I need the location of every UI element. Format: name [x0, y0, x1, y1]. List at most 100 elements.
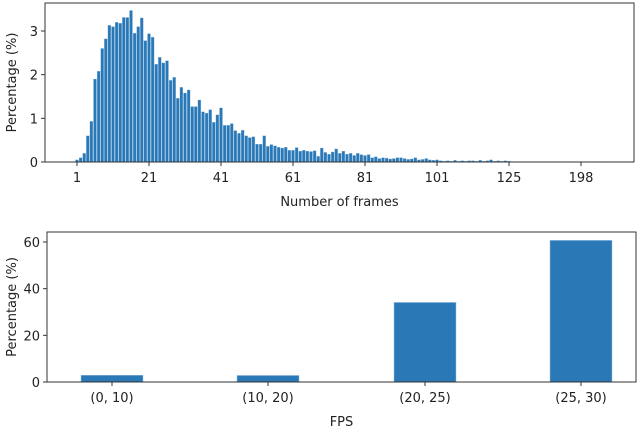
- histogram-bar: [155, 64, 158, 162]
- histogram-bar: [248, 138, 251, 162]
- histogram-bar: [256, 144, 259, 162]
- histogram-bar: [313, 151, 316, 162]
- histogram-bar: [90, 121, 93, 162]
- histogram-bar: [310, 152, 313, 162]
- histogram-bar: [220, 108, 223, 162]
- histogram-bar: [151, 37, 154, 162]
- histogram-bar: [349, 153, 352, 162]
- histogram-bar: [270, 145, 273, 162]
- x-tick-label: 1: [73, 171, 81, 186]
- histogram-bar: [284, 147, 287, 162]
- histogram-bar: [292, 150, 295, 162]
- x-tick-label: 61: [285, 171, 302, 186]
- histogram-bar: [86, 136, 89, 162]
- histogram-bar: [396, 158, 399, 162]
- histogram-bar: [259, 144, 262, 162]
- x-tick-label: (0, 10): [90, 391, 133, 406]
- histogram-bar: [144, 41, 147, 162]
- histogram-bar: [400, 158, 403, 162]
- histogram-bar: [122, 17, 125, 162]
- histogram-bar: [320, 148, 323, 162]
- histogram-bar: [382, 158, 385, 162]
- histogram-bar: [324, 152, 327, 162]
- histogram-bar: [274, 146, 277, 162]
- histogram-bar: [112, 27, 115, 162]
- y-tick-label: 60: [23, 236, 40, 251]
- histogram-bar: [263, 136, 266, 162]
- histogram-bar: [403, 159, 406, 162]
- histogram-bar: [176, 98, 179, 162]
- histogram-bar: [385, 158, 388, 162]
- fps-bar: [237, 375, 299, 382]
- histogram-bar: [194, 107, 197, 162]
- y-tick-label: 1: [30, 112, 38, 127]
- histogram-bar: [173, 77, 176, 162]
- histogram-bar: [302, 150, 305, 162]
- histogram-bar: [162, 63, 165, 162]
- histogram-bar: [137, 27, 140, 162]
- histogram-bar: [367, 155, 370, 162]
- histogram-bar: [180, 87, 183, 162]
- histogram-bar: [414, 158, 417, 162]
- x-tick-label: 198: [569, 171, 594, 186]
- histogram-bar: [140, 18, 143, 162]
- histogram-bar: [353, 155, 356, 162]
- x-tick-label: 21: [141, 171, 158, 186]
- histogram-bar: [101, 48, 104, 162]
- histogram-bar: [79, 158, 82, 162]
- histogram-bar: [119, 23, 122, 162]
- x-axis-label: Number of frames: [280, 195, 399, 210]
- histogram-bar: [342, 151, 345, 162]
- histogram-bar: [166, 61, 169, 162]
- histogram-bar: [209, 110, 212, 162]
- histogram-bar: [104, 39, 107, 162]
- y-tick-label: 0: [30, 156, 38, 171]
- x-tick-label: (20, 25): [399, 391, 451, 406]
- histogram-bar: [202, 112, 205, 162]
- histogram-bar: [241, 130, 244, 162]
- fps-bar: [81, 375, 143, 382]
- histogram-bar: [328, 154, 331, 162]
- y-tick-label: 0: [32, 376, 40, 391]
- histogram-bar: [346, 154, 349, 162]
- histogram-bar: [158, 57, 161, 162]
- y-tick-label: 3: [30, 25, 38, 40]
- histogram-bar: [148, 34, 151, 162]
- fps-bar: [550, 240, 612, 382]
- histogram-bar: [108, 25, 111, 162]
- histogram-bar: [97, 71, 100, 162]
- histogram-bar: [281, 148, 284, 162]
- histogram-bar: [198, 100, 201, 162]
- x-tick-label: 125: [497, 171, 522, 186]
- histogram-bar: [245, 136, 248, 162]
- histogram-bar: [335, 149, 338, 162]
- x-tick-label: (10, 20): [242, 391, 294, 406]
- histogram-bar: [227, 125, 230, 162]
- histogram-bar: [371, 158, 374, 162]
- histogram-bar: [216, 115, 219, 162]
- histogram-bar: [169, 80, 172, 162]
- histogram-bar: [306, 151, 309, 162]
- histogram-bar: [338, 153, 341, 162]
- x-axis-label: FPS: [330, 415, 354, 430]
- fps-bar: [394, 302, 456, 382]
- histogram-bar: [295, 148, 298, 162]
- histogram-bar: [223, 125, 226, 162]
- histogram-bar: [126, 17, 129, 162]
- histogram-bar: [230, 124, 233, 162]
- histogram-bar: [184, 93, 187, 162]
- histogram-bar: [392, 159, 395, 162]
- y-tick-label: 2: [30, 69, 38, 84]
- y-tick-label: 20: [23, 329, 40, 344]
- histogram-bar: [205, 113, 208, 162]
- histogram-bar: [94, 79, 97, 162]
- histogram-bar: [317, 156, 320, 162]
- histogram-bar: [288, 150, 291, 162]
- histogram-bar: [331, 152, 334, 162]
- histogram-bar: [378, 159, 381, 162]
- histogram-bar: [252, 137, 255, 162]
- x-tick-label: 81: [357, 171, 374, 186]
